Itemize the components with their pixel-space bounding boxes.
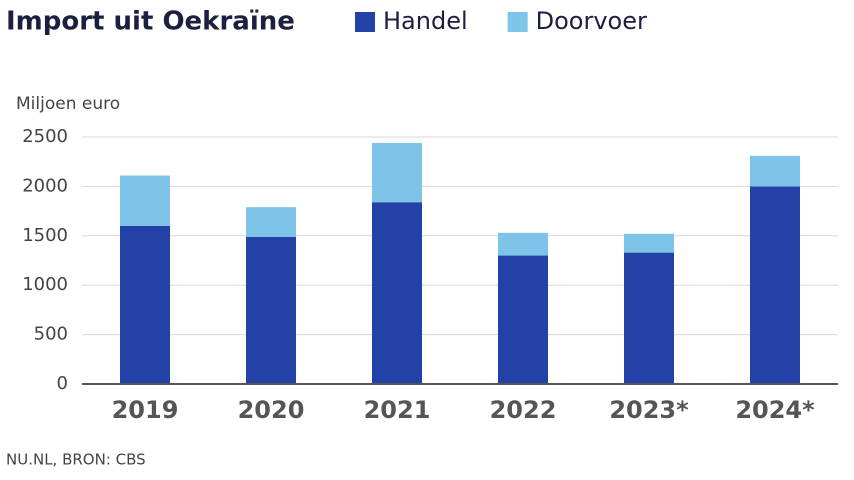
bar-segment [624, 233, 674, 253]
y-tick-label: 1000 [22, 274, 68, 295]
legend-swatch [507, 12, 528, 32]
y-tick-label: 0 [57, 373, 68, 394]
chart-title: Import uit Oekraïne [6, 7, 295, 37]
bar-segment [624, 252, 674, 384]
bar-segment [750, 155, 800, 187]
legend-label: Handel [383, 7, 468, 35]
x-tick-label: 2023* [609, 396, 689, 424]
x-tick-label: 2019 [112, 396, 179, 424]
legend-label: Doorvoer [536, 7, 647, 35]
bar-segment [120, 175, 170, 226]
y-tick-label: 500 [34, 324, 68, 345]
y-tick-label: 2000 [22, 175, 68, 196]
y-tick-label: 2500 [22, 126, 68, 147]
x-tick-label: 2021 [364, 396, 431, 424]
legend-swatch [355, 12, 375, 32]
bar-segment [246, 236, 296, 384]
bar-segment [372, 202, 422, 384]
bar-segment [498, 232, 548, 256]
y-tick-label: 1500 [22, 225, 68, 246]
x-tick-label: 2020 [238, 396, 305, 424]
y-axis-label: Miljoen euro [16, 94, 120, 114]
x-tick-label: 2022 [490, 396, 557, 424]
bar-segment [120, 225, 170, 384]
bar-segment [750, 186, 800, 384]
x-tick-label: 2024* [735, 396, 815, 424]
source: NU.NL, BRON: CBS [6, 451, 146, 469]
bar-segment [372, 142, 422, 203]
bar-segment [498, 255, 548, 384]
bar-segment [246, 207, 296, 237]
